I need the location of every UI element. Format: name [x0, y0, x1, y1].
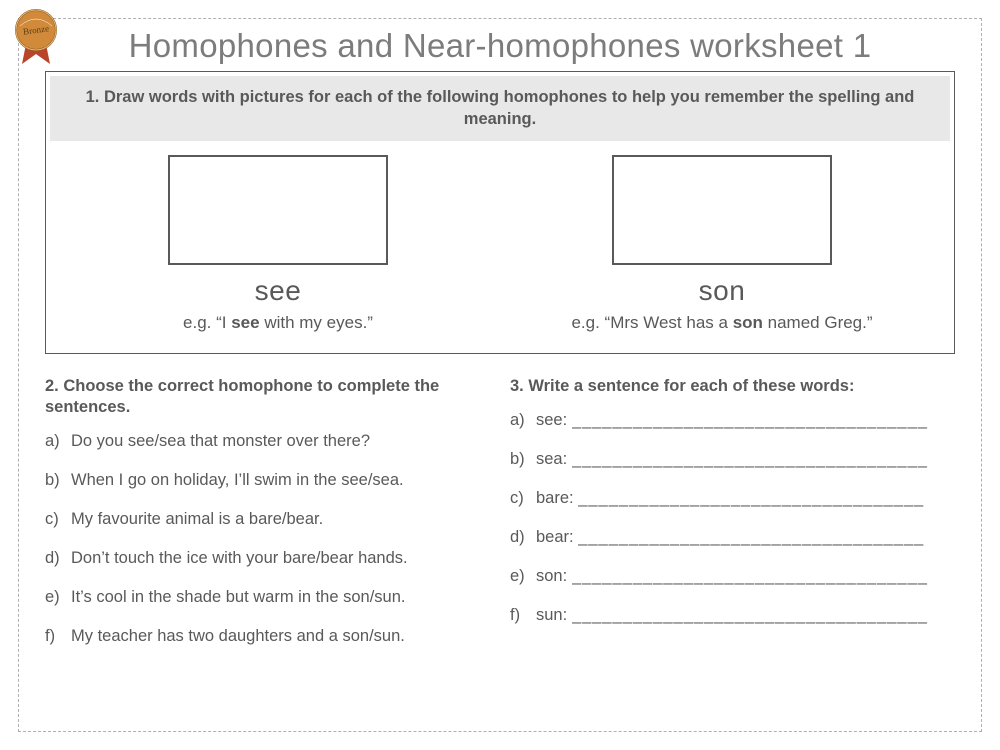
- section-1-instruction: 1. Draw words with pictures for each of …: [50, 76, 950, 141]
- q3-item: d)bear: ________________________________…: [510, 528, 955, 547]
- q3-item: c)bare: ________________________________…: [510, 489, 955, 508]
- page-title: Homophones and Near-homophones worksheet…: [45, 27, 955, 65]
- pair-son: son e.g. “Mrs West has a son named Greg.…: [527, 155, 918, 333]
- section-2-heading: 2. Choose the correct homophone to compl…: [45, 376, 490, 419]
- word-see: see: [255, 275, 302, 307]
- blank-line[interactable]: __________________________________: [578, 489, 955, 508]
- blank-line[interactable]: ___________________________________: [572, 567, 955, 586]
- q3-item: e)son: _________________________________…: [510, 567, 955, 586]
- section-3-heading: 3. Write a sentence for each of these wo…: [510, 376, 955, 397]
- homophone-pairs: see e.g. “I see with my eyes.” son e.g. …: [46, 145, 954, 353]
- q2-item: e)It’s cool in the shade but warm in the…: [45, 588, 490, 607]
- section-2-list: a)Do you see/sea that monster over there…: [45, 432, 490, 646]
- q2-item: d)Don’t touch the ice with your bare/bea…: [45, 549, 490, 568]
- bronze-badge: Bronze: [8, 6, 64, 74]
- example-see: e.g. “I see with my eyes.”: [183, 313, 373, 333]
- worksheet-page: Homophones and Near-homophones worksheet…: [18, 18, 982, 732]
- q2-item: b)When I go on holiday, I’ll swim in the…: [45, 471, 490, 490]
- pair-see: see e.g. “I see with my eyes.”: [83, 155, 474, 333]
- blank-line[interactable]: __________________________________: [578, 528, 955, 547]
- lower-columns: 2. Choose the correct homophone to compl…: [45, 376, 955, 667]
- blank-line[interactable]: ___________________________________: [572, 411, 955, 430]
- drawing-box-son[interactable]: [612, 155, 832, 265]
- q3-item: f)sun: _________________________________…: [510, 606, 955, 625]
- blank-line[interactable]: ___________________________________: [572, 606, 955, 625]
- example-son: e.g. “Mrs West has a son named Greg.”: [571, 313, 872, 333]
- section-2: 2. Choose the correct homophone to compl…: [45, 376, 490, 667]
- section-3-list: a)see: _________________________________…: [510, 411, 955, 625]
- word-son: son: [699, 275, 746, 307]
- q2-item: f)My teacher has two daughters and a son…: [45, 627, 490, 646]
- section-1-box: 1. Draw words with pictures for each of …: [45, 71, 955, 354]
- q3-item: b)sea: _________________________________…: [510, 450, 955, 469]
- drawing-box-see[interactable]: [168, 155, 388, 265]
- q3-item: a)see: _________________________________…: [510, 411, 955, 430]
- q2-item: a)Do you see/sea that monster over there…: [45, 432, 490, 451]
- blank-line[interactable]: ___________________________________: [572, 450, 955, 469]
- q2-item: c)My favourite animal is a bare/bear.: [45, 510, 490, 529]
- section-3: 3. Write a sentence for each of these wo…: [510, 376, 955, 667]
